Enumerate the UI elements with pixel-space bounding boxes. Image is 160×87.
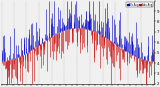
Legend: Blo Avg, Abv Avg: Blo Avg, Abv Avg: [126, 2, 153, 7]
